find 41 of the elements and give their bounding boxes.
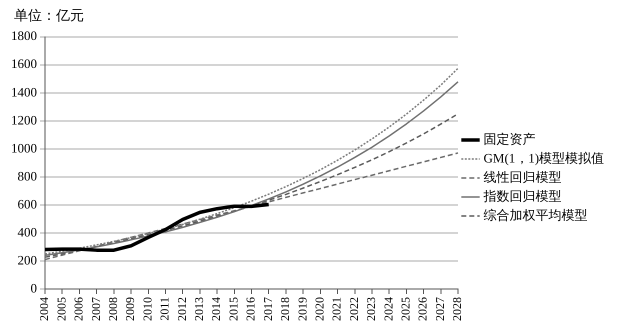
x-tick-label: 2018 xyxy=(278,297,292,321)
x-tick-label: 2023 xyxy=(364,297,378,321)
x-tick-label: 2027 xyxy=(432,297,447,321)
x-tick-label: 2009 xyxy=(123,297,138,321)
y-tick-label: 1600 xyxy=(11,56,37,72)
x-tick-label: 2019 xyxy=(295,297,310,321)
x-tick-label: 2016 xyxy=(244,297,258,321)
x-tick-label: 2012 xyxy=(174,297,189,321)
x-tick-label: 2026 xyxy=(416,297,430,321)
x-tick-label: 2020 xyxy=(312,297,326,321)
y-tick-label: 0 xyxy=(30,280,37,296)
x-tick-label: 2008 xyxy=(106,297,120,321)
y-tick-label: 400 xyxy=(18,224,37,240)
legend-label: 固定资产 xyxy=(484,131,536,146)
x-tick-label: 2015 xyxy=(226,297,240,321)
x-tick-label: 2024 xyxy=(381,297,396,321)
x-tick-label: 2005 xyxy=(54,297,68,321)
y-tick-label: 1800 xyxy=(11,28,37,44)
x-tick-label: 2011 xyxy=(158,297,172,321)
x-tick-label: 2025 xyxy=(398,297,413,321)
x-tick-label: 2022 xyxy=(346,297,361,321)
legend-label: 指数回归模型 xyxy=(482,188,562,204)
y-tick-label: 1200 xyxy=(11,112,37,128)
x-tick-label: 2021 xyxy=(330,297,344,321)
y-tick-label: 1400 xyxy=(11,84,37,100)
x-tick-label: 2010 xyxy=(140,297,154,321)
y-tick-label: 200 xyxy=(18,252,37,268)
x-tick-label: 2013 xyxy=(192,297,206,321)
legend-label: 线性回归模型 xyxy=(484,169,562,184)
x-tick-label: 2004 xyxy=(37,297,52,321)
x-tick-label: 2007 xyxy=(88,297,103,321)
y-tick-label: 600 xyxy=(18,196,37,212)
x-tick-label: 2028 xyxy=(450,297,464,321)
legend-label: GM(1，1)模型模拟值 xyxy=(484,150,604,166)
x-tick-label: 2006 xyxy=(72,297,86,321)
x-tick-label: 2014 xyxy=(209,297,224,321)
x-tick-label: 2017 xyxy=(260,297,275,321)
legend-label: 综合加权平均模型 xyxy=(484,207,588,222)
y-tick-label: 800 xyxy=(18,168,37,184)
y-axis-title: 单位：亿元 xyxy=(13,8,85,26)
y-tick-label: 1000 xyxy=(11,140,37,156)
